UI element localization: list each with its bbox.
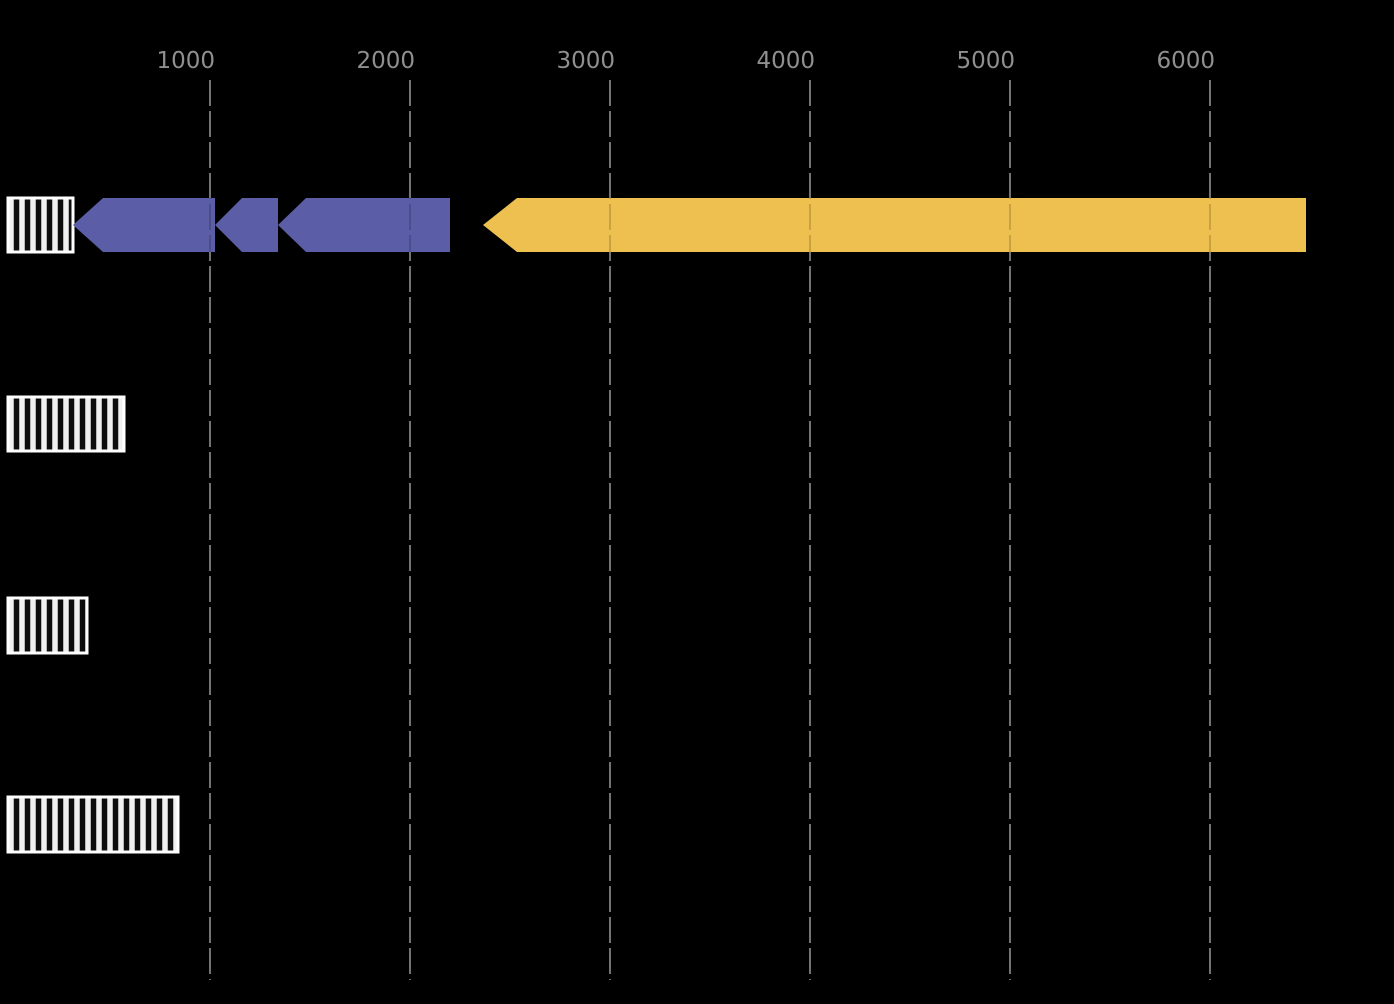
- hatched-region: [6, 196, 75, 254]
- track-4: [6, 795, 180, 854]
- axis-tick-label-5000: 5000: [956, 48, 1015, 74]
- hatched-region: [6, 795, 180, 854]
- hatched-region: [6, 596, 89, 655]
- cds-arrow: [278, 198, 450, 252]
- cds-arrow: [483, 198, 1306, 252]
- cds-arrow: [73, 198, 215, 252]
- axis-tick-label-1000: 1000: [156, 48, 215, 74]
- cds-arrow: [215, 198, 278, 252]
- axis-tick-label-4000: 4000: [756, 48, 815, 74]
- hatched-region: [6, 395, 126, 453]
- axis-tick-label-2000: 2000: [356, 48, 415, 74]
- track-1: [6, 196, 1306, 254]
- axis-tick-label-3000: 3000: [556, 48, 615, 74]
- axis-tick-label-6000: 6000: [1156, 48, 1215, 74]
- track-2: [6, 395, 126, 453]
- track-3: [6, 596, 89, 655]
